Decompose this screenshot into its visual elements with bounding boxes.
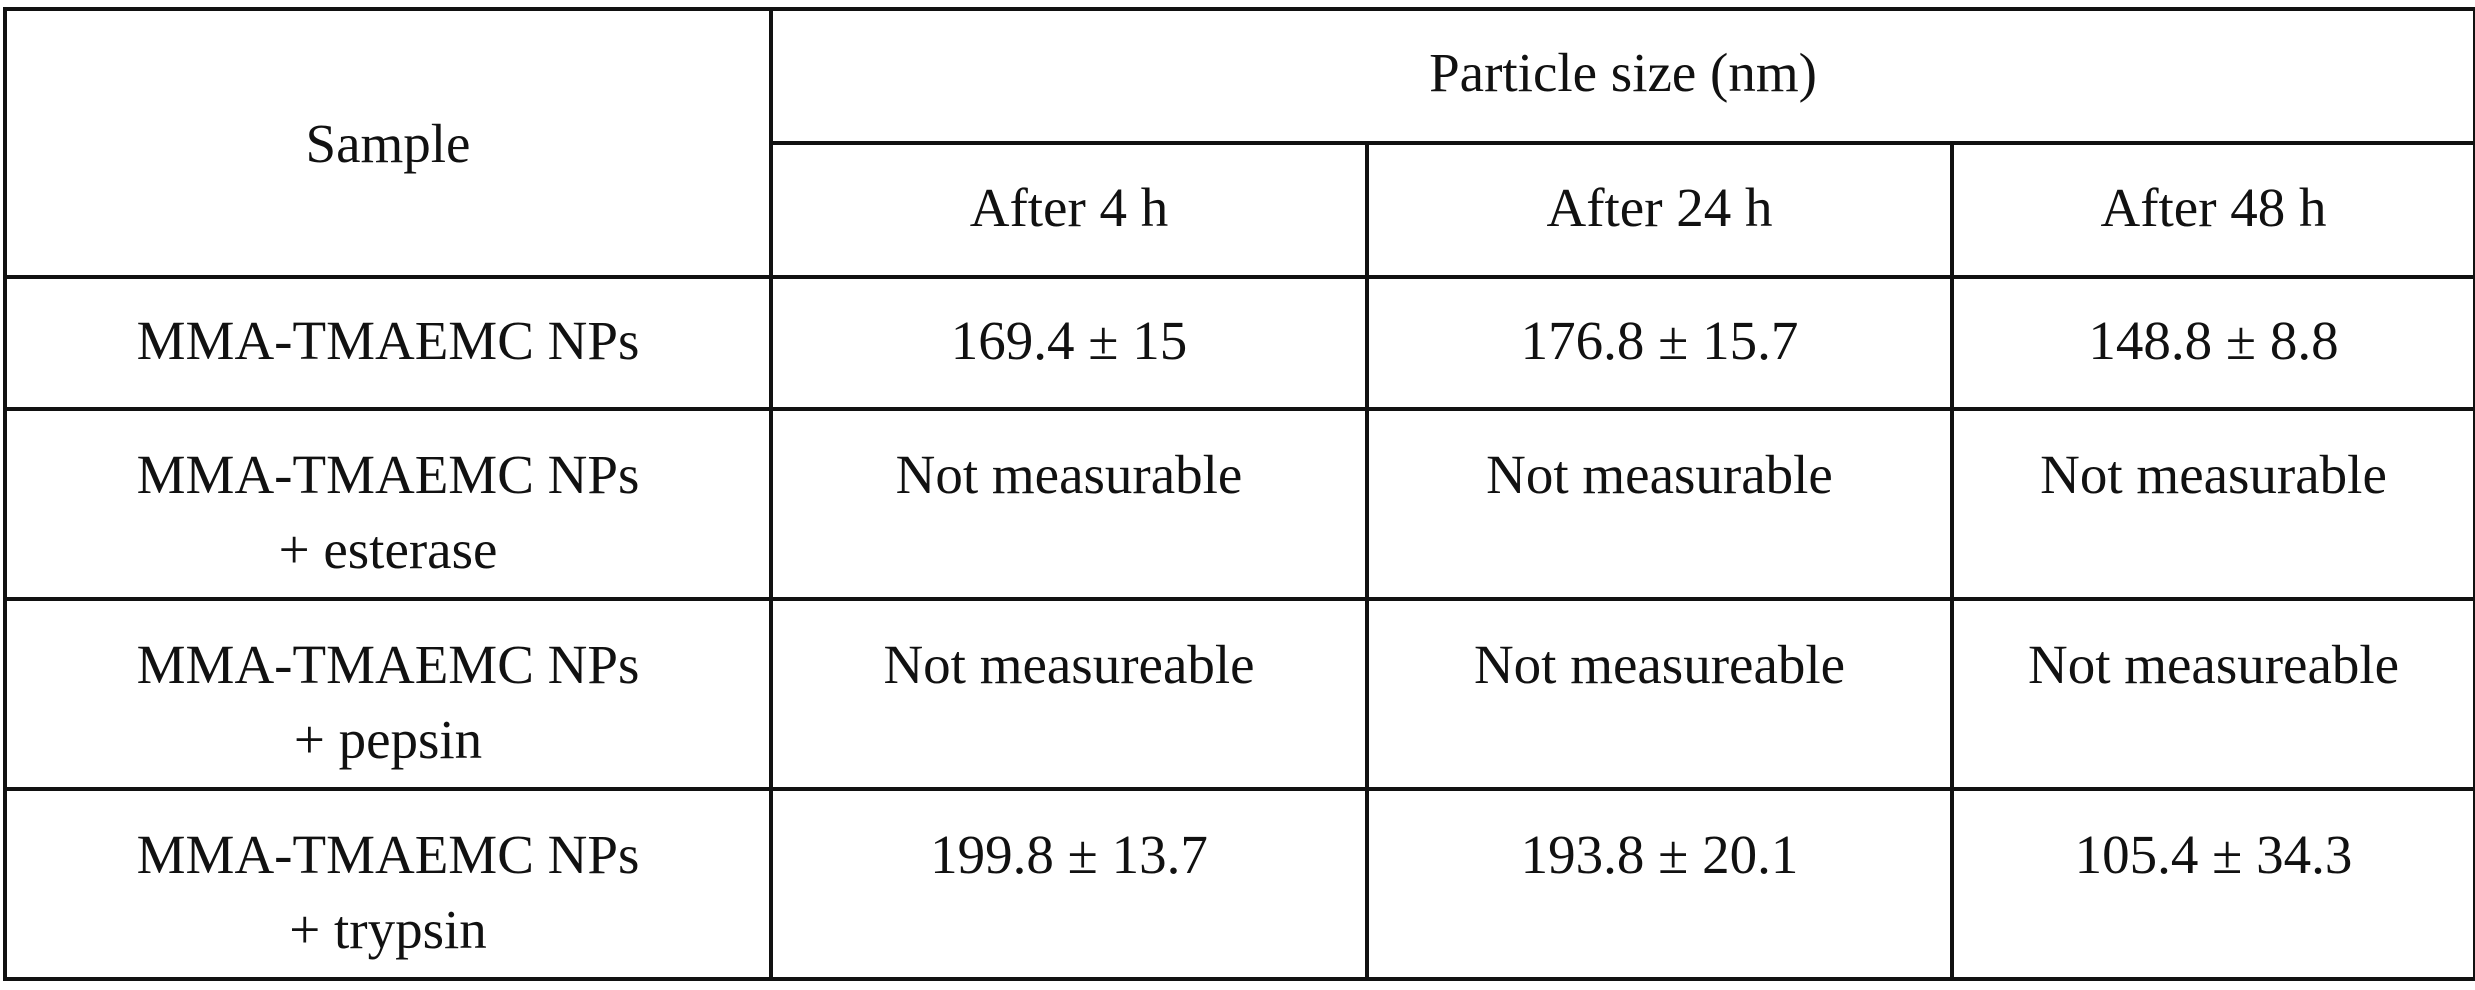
value-cell-after-48h: 148.8 ± 8.8 — [1949, 275, 2475, 411]
value-cell-after-24h: 176.8 ± 15.7 — [1365, 275, 1954, 411]
table-row: MMA-TMAEMC NPs + pepsin Not measureable … — [3, 597, 2475, 791]
sample-cell: MMA-TMAEMC NPs + trypsin — [3, 787, 773, 981]
value-cell-after-4h: Not measurable — [769, 407, 1369, 601]
sample-treatment: + pepsin — [293, 709, 483, 770]
header-row-group: Sample Particle size (nm) — [3, 7, 2475, 279]
value-cell-after-4h: Not measureable — [769, 597, 1369, 791]
particle-size-group-header: Particle size (nm) — [768, 7, 2475, 145]
particle-size-table-container: Sample Particle size (nm) After 4 h Afte… — [3, 7, 2475, 981]
sample-cell: MMA-TMAEMC NPs — [3, 275, 773, 411]
value-cell-after-24h: 193.8 ± 20.1 — [1365, 787, 1954, 981]
sample-name: MMA-TMAEMC NPs — [136, 310, 640, 371]
value-cell-after-48h: Not measureable — [1949, 597, 2475, 791]
table-row: MMA-TMAEMC NPs 169.4 ± 15 176.8 ± 15.7 1… — [3, 275, 2475, 411]
sample-name: MMA-TMAEMC NPs — [136, 634, 640, 695]
table-row: MMA-TMAEMC NPs + esterase Not measurable… — [3, 407, 2475, 601]
particle-size-table: Sample Particle size (nm) After 4 h Afte… — [3, 7, 2475, 981]
column-header-after-24h: After 24 h — [1365, 141, 1954, 279]
sample-treatment: + trypsin — [289, 899, 487, 960]
column-header-after-48h: After 48 h — [1949, 141, 2475, 279]
value-cell-after-24h: Not measurable — [1365, 407, 1954, 601]
value-cell-after-48h: 105.4 ± 34.3 — [1949, 787, 2475, 981]
value-cell-after-48h: Not measurable — [1949, 407, 2475, 601]
sample-column-header: Sample — [3, 7, 773, 279]
sample-cell: MMA-TMAEMC NPs + esterase — [3, 407, 773, 601]
header-row-columns: After 4 h After 24 h After 48 h — [5, 141, 2475, 279]
sample-cell: MMA-TMAEMC NPs + pepsin — [3, 597, 773, 791]
value-cell-after-4h: 169.4 ± 15 — [769, 275, 1369, 411]
column-header-after-4h: After 4 h — [769, 141, 1369, 279]
value-cell-after-4h: 199.8 ± 13.7 — [769, 787, 1369, 981]
sample-treatment: + esterase — [278, 519, 498, 580]
value-cell-after-24h: Not measureable — [1365, 597, 1954, 791]
sample-name: MMA-TMAEMC NPs — [136, 444, 640, 505]
table-row: MMA-TMAEMC NPs + trypsin 199.8 ± 13.7 19… — [3, 787, 2475, 981]
sample-name: MMA-TMAEMC NPs — [136, 824, 640, 885]
